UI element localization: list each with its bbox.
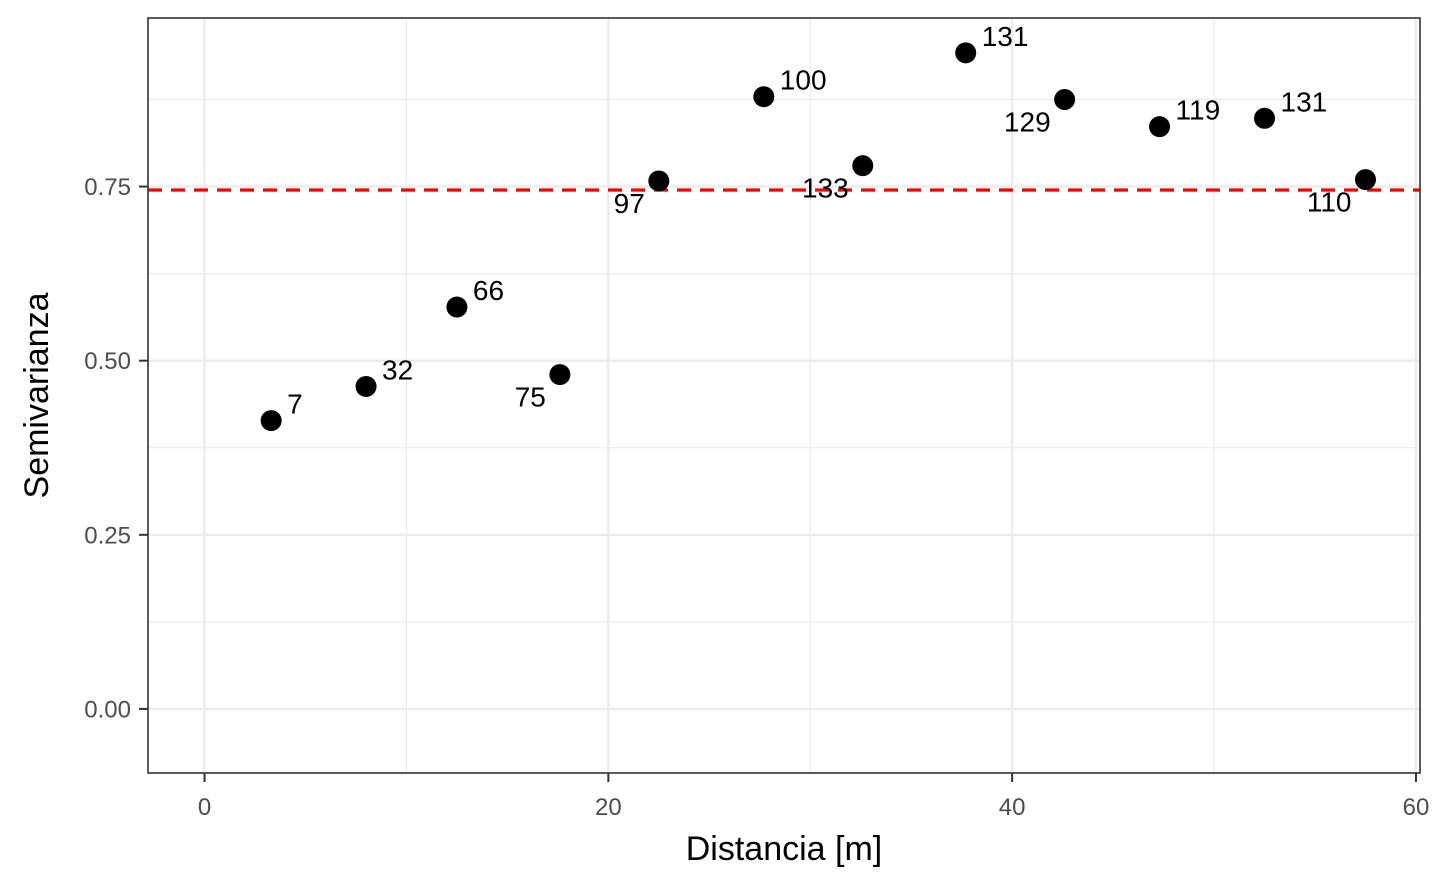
y-tick-label: 0.50 — [84, 348, 131, 375]
y-tick-label: 0.75 — [84, 174, 131, 201]
point-label: 133 — [802, 173, 849, 204]
point-label: 131 — [982, 21, 1029, 52]
x-tick-label: 60 — [1403, 794, 1430, 821]
data-point — [1054, 88, 1076, 110]
point-label: 129 — [1004, 106, 1051, 137]
point-label: 110 — [1307, 187, 1352, 218]
point-label: 119 — [1176, 95, 1221, 126]
point-label: 7 — [287, 389, 303, 420]
data-point — [1149, 116, 1171, 138]
data-point — [753, 86, 775, 108]
panel-border — [147, 17, 1421, 774]
point-labels: 7 32 66 75 97 100 133 131 129 119 131 110 — [287, 21, 1351, 420]
data-point — [852, 155, 874, 177]
data-point — [446, 296, 468, 318]
x-tick-label: 20 — [595, 794, 622, 821]
data-point — [648, 170, 670, 192]
y-tick-label: 0.25 — [84, 522, 131, 549]
point-label: 131 — [1281, 86, 1328, 117]
point-label: 32 — [382, 354, 413, 385]
data-points — [260, 42, 1376, 432]
x-tick-label: 0 — [198, 794, 211, 821]
data-point — [955, 42, 977, 64]
point-label: 97 — [614, 188, 645, 219]
point-label: 66 — [473, 275, 504, 306]
y-tick-label: 0.00 — [84, 696, 131, 723]
x-tick-label: 40 — [999, 794, 1026, 821]
point-label: 75 — [515, 382, 546, 413]
data-point — [355, 375, 377, 397]
minor-gridlines — [148, 18, 1420, 773]
data-point — [1254, 107, 1276, 129]
point-label: 100 — [780, 65, 827, 96]
data-point — [549, 364, 571, 386]
x-axis-ticks: 0 20 40 60 — [198, 773, 1429, 821]
data-point — [1354, 169, 1376, 191]
major-gridlines — [148, 18, 1420, 773]
x-axis-title: Distancia [m] — [686, 830, 883, 868]
data-point — [260, 410, 282, 432]
y-axis-ticks: 0.00 0.25 0.50 0.75 — [84, 174, 148, 723]
y-axis-title: Semivarianza — [18, 292, 56, 498]
